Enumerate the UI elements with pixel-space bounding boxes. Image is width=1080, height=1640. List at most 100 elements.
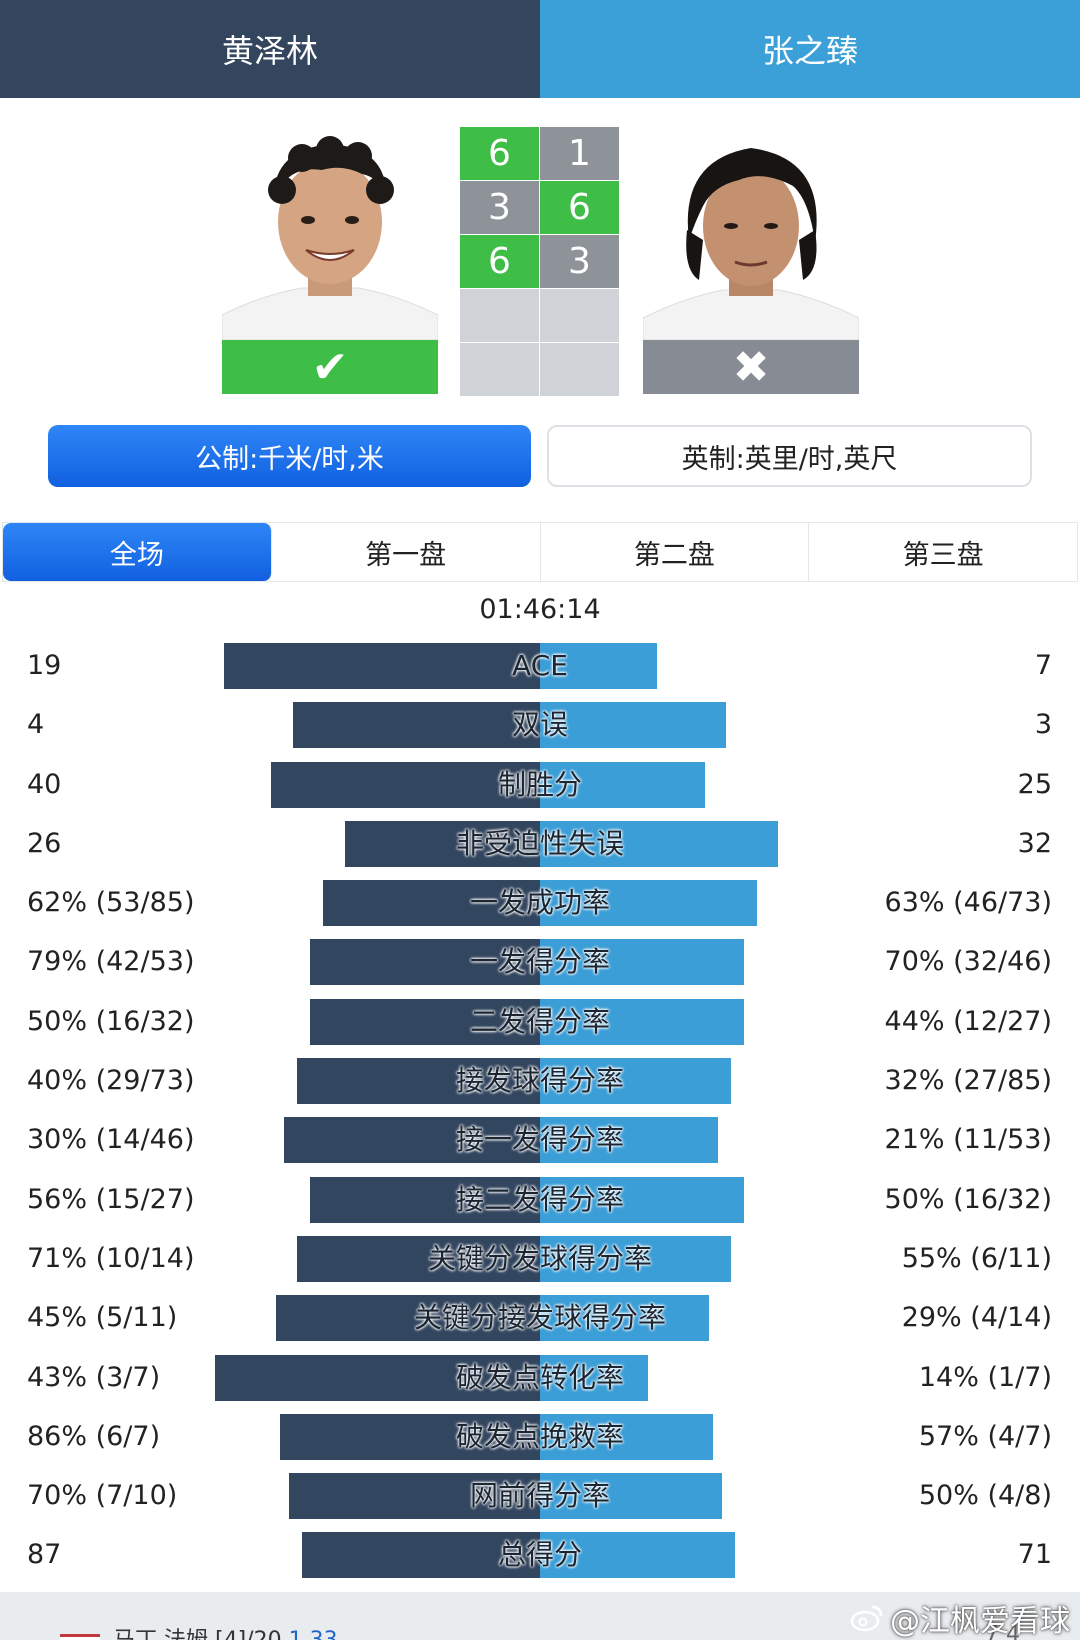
player1-stat-bar xyxy=(310,998,540,1045)
player2-stat-value: 14% (1/7) xyxy=(918,1361,1052,1393)
watermark-text: @江枫爱看球 xyxy=(890,1604,1070,1639)
stat-label: 一发成功率 xyxy=(469,886,610,920)
next-match-score: 7 4 xyxy=(985,1622,1020,1640)
player1-stat-bar xyxy=(297,1058,540,1105)
stat-row: 62% (53/85) 一发成功率 63% (46/73) xyxy=(0,880,1080,939)
set-score-p1: 6 xyxy=(460,127,539,180)
player1-stat-value: 86% (6/7) xyxy=(27,1420,161,1452)
stat-row: 79% (42/53) 一发得分率 70% (32/46) xyxy=(0,939,1080,998)
stat-row: 40 制胜分 25 xyxy=(0,761,1080,821)
next-match-odds: 1.33 xyxy=(289,1628,338,1640)
player2-stat-value: 57% (4/7) xyxy=(918,1420,1052,1452)
player1-stat-value: 19 xyxy=(27,650,62,681)
player1-winner-badge: ✔ xyxy=(222,340,438,394)
tab-set-0[interactable]: 全场 xyxy=(3,523,272,581)
player2-stat-value: 7 xyxy=(1034,650,1052,681)
player2-stat-bar xyxy=(540,1413,713,1460)
tab-set-1[interactable]: 第一盘 xyxy=(272,523,541,581)
player2-stat-bar xyxy=(540,939,744,986)
stat-row: 43% (3/7) 破发点转化率 14% (1/7) xyxy=(0,1354,1080,1414)
set-score-p1: 6 xyxy=(460,235,539,288)
player2-stat-bar xyxy=(540,702,726,749)
player2-stat-value: 32% (27/85) xyxy=(884,1065,1052,1097)
player2-stat-value: 71 xyxy=(1017,1539,1052,1571)
player2-stat-value: 3 xyxy=(1034,709,1052,741)
player1-stat-bar xyxy=(289,1473,540,1520)
stat-label: 一发得分率 xyxy=(469,945,610,979)
player1-stat-bar xyxy=(323,880,540,927)
player1-stat-value: 62% (53/85) xyxy=(27,887,195,919)
stat-row: 56% (15/27) 接二发得分率 50% (16/32) xyxy=(0,1176,1080,1236)
player2-stat-bar xyxy=(540,880,757,927)
player1-stat-value: 56% (15/27) xyxy=(27,1183,195,1215)
player2-stat-value: 55% (6/11) xyxy=(901,1242,1052,1274)
cross-icon: ✖ xyxy=(732,341,770,393)
player1-stat-bar xyxy=(293,702,540,749)
tab-set-2[interactable]: 第二盘 xyxy=(541,523,810,581)
player1-stat-bar xyxy=(271,761,540,808)
set-score-p2: 1 xyxy=(540,127,619,180)
weibo-watermark: @江枫爱看球 xyxy=(850,1596,1070,1640)
set-row xyxy=(460,343,620,396)
player1-stat-value: 71% (10/14) xyxy=(27,1242,195,1274)
player2-stat-value: 44% (12/27) xyxy=(884,1005,1052,1037)
player1-stat-value: 30% (14/46) xyxy=(27,1124,195,1156)
player1-stat-bar xyxy=(297,1235,540,1282)
player1-stat-value: 50% (16/32) xyxy=(27,1005,195,1037)
stat-label: 接一发得分率 xyxy=(455,1123,624,1157)
stat-label: 接发球得分率 xyxy=(455,1064,624,1098)
player1-stat-bar xyxy=(276,1295,540,1342)
next-match-preview[interactable]: 马丁 法姆 [4]/20 1.33 xyxy=(60,1622,338,1640)
player2-stat-bar xyxy=(540,1117,718,1164)
usa-flag-icon xyxy=(60,1634,100,1640)
stat-label: 破发点挽救率 xyxy=(455,1419,624,1453)
player1-stat-value: 26 xyxy=(27,827,62,859)
stat-label: 关键分接发球得分率 xyxy=(413,1301,666,1335)
stat-row: 19 ACE 7 xyxy=(0,643,1080,702)
player1-stat-value: 43% (3/7) xyxy=(27,1361,161,1393)
player1-stat-bar xyxy=(224,643,540,689)
player1-name-tab[interactable]: 黄泽林 xyxy=(0,0,540,98)
player1-stat-value: 70% (7/10) xyxy=(27,1480,178,1512)
player2-stat-value: 50% (4/8) xyxy=(918,1480,1052,1512)
player1-stat-bar xyxy=(310,939,540,986)
stat-row: 30% (14/46) 接一发得分率 21% (11/53) xyxy=(0,1117,1080,1176)
player2-stat-value: 63% (46/73) xyxy=(884,887,1052,919)
imperial-units-button[interactable]: 英制:英里/时,英尺 xyxy=(547,425,1032,487)
set-score-p2 xyxy=(540,343,619,396)
next-match-strip: 马丁 法姆 [4]/20 1.33 7 4 xyxy=(0,1592,1080,1640)
stat-label: 双误 xyxy=(511,708,568,742)
stat-label: 二发得分率 xyxy=(469,1004,610,1038)
player1-stat-bar xyxy=(284,1117,540,1164)
player1-stat-value: 40% (29/73) xyxy=(27,1065,195,1097)
player1-stat-value: 45% (5/11) xyxy=(27,1302,178,1334)
tab-set-3[interactable]: 第三盘 xyxy=(902,539,984,571)
player2-loser-badge: ✖ xyxy=(643,340,859,394)
stat-label: 网前得分率 xyxy=(469,1479,610,1513)
player2-stat-bar xyxy=(540,761,705,808)
next-match-seed: [4]/20 xyxy=(215,1628,282,1640)
player2-stat-bar xyxy=(540,820,778,867)
set-score-p2 xyxy=(540,289,619,342)
stat-label: 关键分发球得分率 xyxy=(427,1241,652,1275)
stat-label: 接二发得分率 xyxy=(455,1182,624,1216)
stat-label: 非受迫性失误 xyxy=(455,826,624,860)
set-tabs: 全场 第一盘 第二盘 第三盘 xyxy=(2,522,1078,582)
metric-units-button[interactable]: 公制:千米/时,米 xyxy=(48,425,531,487)
player1-stat-bar xyxy=(280,1413,540,1460)
player1-stat-bar xyxy=(215,1354,540,1401)
stat-label: 总得分 xyxy=(497,1538,582,1572)
player2-name-tab[interactable]: 张之臻 xyxy=(540,0,1080,98)
match-header: 黄泽林 张之臻 xyxy=(0,0,1080,98)
stat-row: 71% (10/14) 关键分发球得分率 55% (6/11) xyxy=(0,1235,1080,1295)
stat-row: 87 总得分 71 xyxy=(0,1532,1080,1591)
stat-row: 40% (29/73) 接发球得分率 32% (27/85) xyxy=(0,1058,1080,1117)
player1-avatar xyxy=(222,130,438,340)
stat-label: ACE xyxy=(512,649,568,682)
set-row xyxy=(460,289,620,342)
player2-stat-bar xyxy=(540,1473,722,1520)
player2-stat-bar xyxy=(540,1176,744,1223)
